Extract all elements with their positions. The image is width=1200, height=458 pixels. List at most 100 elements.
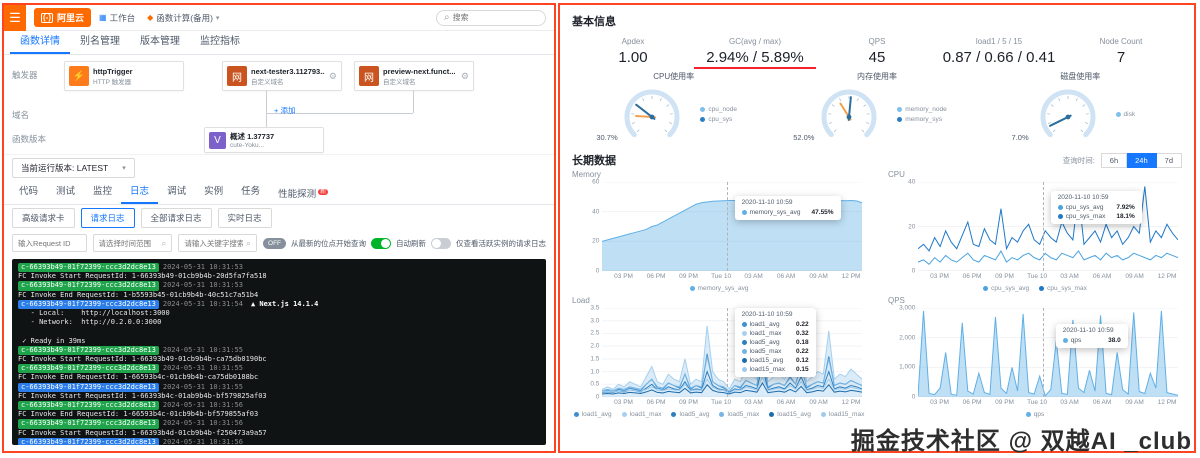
tab-2[interactable]: 版本管理 — [140, 36, 180, 47]
legend-item[interactable]: memory_sys_avg — [689, 285, 749, 292]
version-row: 当前运行版本: LATEST ▾ — [4, 155, 554, 181]
menu-icon[interactable]: ☰ — [4, 5, 26, 31]
version-select[interactable]: 当前运行版本: LATEST ▾ — [12, 158, 135, 178]
legend-item[interactable]: load15_max — [820, 411, 864, 418]
detail-tab-6[interactable]: 任务 — [241, 186, 261, 197]
range-button-6h[interactable]: 6h — [1100, 152, 1128, 168]
request-id-chip[interactable]: c-66393b49-01f72399-ccc3d2dc8e13 — [18, 437, 159, 445]
log-view-button-3[interactable]: 实时日志 — [217, 208, 272, 228]
legend-item[interactable]: cpu_node — [700, 106, 737, 113]
legend-item[interactable]: load5_avg — [671, 411, 709, 418]
x-axis-label: 09 PM — [679, 399, 698, 406]
legend-item[interactable]: load1_avg — [573, 411, 612, 418]
detail-tab-3[interactable]: 日志 — [121, 181, 159, 204]
tab-3[interactable]: 监控指标 — [200, 36, 240, 47]
global-search-input[interactable] — [452, 13, 533, 22]
gauge-body: 52.0% memory_node memory_sys — [793, 83, 947, 146]
version-node[interactable]: V 概述 1.37737 cute-Yoku... — [204, 127, 324, 153]
legend-item[interactable]: memory_sys — [897, 116, 947, 123]
gear-icon[interactable]: ⚙ — [328, 70, 337, 81]
global-search[interactable]: ⌕ — [436, 9, 546, 26]
detail-tab-1[interactable]: 测试 — [56, 186, 76, 197]
metric-0: Apdex 1.00 — [572, 37, 694, 69]
log-view-button-1[interactable]: 请求日志 — [80, 208, 135, 228]
breadcrumb-item[interactable]: ▦ 工作台 — [99, 12, 135, 24]
keyword-field[interactable]: ⌕ — [178, 234, 258, 252]
request-id-chip[interactable]: c-66393b49-01f72399-ccc3d2dc8e13 — [18, 382, 159, 392]
add-link[interactable]: + 添加 — [274, 106, 296, 115]
request-id-chip[interactable]: c-66393b49-01f72399-ccc3d2dc8e13 — [18, 263, 159, 273]
chart-tooltip: 2020-11-10 10:59 cpu_sys_avg 7.92% cpu_sys_… — [1050, 190, 1142, 224]
request-id-chip[interactable]: c-66393b49-01f72399-ccc3d2dc8e13 — [18, 345, 159, 356]
chart-legend: load1_avg load1_max load5_avg load5_max load… — [572, 411, 866, 418]
breadcrumb-icon: ◆ — [147, 13, 154, 22]
legend-item[interactable]: cpu_sys_avg — [983, 285, 1029, 292]
aliyun-logo[interactable]: (-) 阿里云 — [34, 8, 92, 27]
breadcrumb-label: 函数计算(备用) — [156, 12, 213, 23]
chart-title: Memory — [572, 170, 601, 179]
detail-tab-5[interactable]: 实例 — [204, 186, 224, 197]
detail-tab-7[interactable]: 性能探测新 — [278, 189, 329, 201]
legend-label: load1_max — [629, 411, 662, 418]
domain-node-1[interactable]: 网 next-tester3.112793... 自定义域名 ⚙ — [222, 61, 342, 91]
range-button-24h[interactable]: 24h — [1127, 152, 1157, 168]
request-id-field[interactable] — [12, 234, 87, 252]
tooltip-series-value: 0.32 — [796, 330, 809, 337]
gauge-legend: cpu_node cpu_sys — [700, 106, 737, 123]
detail-tab-2[interactable]: 监控 — [93, 186, 113, 197]
y-axis-label: 20 — [908, 223, 916, 230]
tab-1[interactable]: 别名管理 — [80, 36, 120, 47]
flow-row-label-version: 函数版本 — [12, 134, 47, 144]
legend-item[interactable]: load5_max — [719, 411, 759, 418]
watermark: 掘金技术社区 @ 双越AI _club — [850, 428, 1192, 455]
trigger-node[interactable]: ⚡ httpTrigger HTTP 触发器 — [64, 61, 184, 91]
tooltip-series-value: 0.22 — [796, 321, 809, 328]
request-id-chip[interactable]: c-66393b49-01f72399-ccc3d2dc8e13 — [18, 401, 159, 411]
range-button-7d[interactable]: 7d — [1156, 152, 1182, 168]
legend-label: memory_sys_avg — [697, 285, 749, 292]
chart-plot[interactable]: 0 20 40 03 PM 06 PM 09 PM Tue 10 03 AM 06 AM 09 A… — [908, 179, 1178, 280]
legend-item[interactable]: cpu_sys_max — [1039, 285, 1087, 292]
detail-tab-4[interactable]: 调试 — [167, 186, 187, 197]
tab-0[interactable]: 函数详情 — [10, 31, 70, 54]
log-view-button-0[interactable]: 高级请求卡 — [12, 208, 75, 228]
function-nav-tabs: 函数详情 别名管理 版本管理 监控指标 — [4, 31, 554, 55]
gauges-row: CPU使用率 30.7% cpu_node cpu_sys 内存使用率 52.0% memo… — [572, 71, 1182, 146]
toggle-switch-2[interactable] — [431, 237, 452, 249]
y-axis-label: 1,000 — [899, 363, 916, 371]
legend-item[interactable]: load1_max — [621, 411, 662, 418]
domain-node-2[interactable]: 网 preview-next.funct... 自定义域名 ⚙ — [354, 61, 474, 91]
legend-item[interactable]: memory_node — [897, 106, 947, 113]
gauge-title: CPU使用率 — [653, 72, 695, 81]
tooltip-series-value: 7.92% — [1116, 203, 1135, 211]
log-timestamp: 2024-05-31 10:31:53 — [162, 281, 243, 290]
breadcrumb-item[interactable]: ◆ 函数计算(备用) ▾ — [147, 12, 219, 24]
log-line: c-66393b49-01f72399-ccc3d2dc8e13 2024-05-… — [18, 437, 540, 445]
legend-label: load1_avg — [581, 411, 612, 418]
chart-plot[interactable]: 0 0.5 1.0 1.5 2.0 2.5 3.0 3.5 03 PM 06 PM 09 PM Tue… — [590, 305, 862, 406]
legend-item[interactable]: disk — [1115, 111, 1135, 118]
log-terminal[interactable]: c-66393b49-01f72399-ccc3d2dc8e13 2024-05-… — [12, 259, 546, 445]
off-pill[interactable]: OFF — [263, 237, 287, 249]
log-line: - Local: http://localhost:3000 — [18, 309, 170, 318]
legend-item[interactable]: cpu_sys — [700, 116, 737, 123]
time-range-input[interactable] — [98, 238, 159, 248]
chart-plot[interactable]: 0 20 40 60 03 PM 06 PM 09 PM Tue 10 03 AM 06 AM 09… — [592, 179, 862, 280]
chart-plot[interactable]: 0 1,000 2,000 3,000 03 PM 06 PM 09 PM Tue 10 03 … — [899, 305, 1178, 406]
tooltip-series-value: 0.18 — [796, 339, 809, 346]
log-view-button-2[interactable]: 全部请求日志 — [140, 208, 212, 228]
metric-value: 1.00 — [618, 49, 648, 66]
request-id-chip[interactable]: c-66393b49-01f72399-ccc3d2dc8e13 — [18, 281, 159, 291]
legend-item[interactable]: load15_avg — [769, 411, 811, 418]
keyword-input[interactable] — [184, 238, 243, 248]
legend-dot — [1039, 286, 1045, 291]
request-id-chip[interactable]: c-66393b49-01f72399-ccc3d2dc8e13 — [18, 419, 159, 429]
legend-item[interactable]: qps — [1025, 411, 1044, 418]
toggle-switch-1[interactable] — [371, 237, 392, 249]
detail-tab-0[interactable]: 代码 — [19, 186, 39, 197]
time-range-field[interactable]: ⌕ — [92, 234, 173, 252]
request-id-chip[interactable]: c-66393b49-01f72399-ccc3d2dc8e13 — [18, 364, 159, 374]
gear-icon[interactable]: ⚙ — [460, 70, 469, 81]
request-id-input[interactable] — [18, 238, 81, 248]
request-id-chip[interactable]: c-66393b49-01f72399-ccc3d2dc8e13 — [18, 299, 159, 310]
